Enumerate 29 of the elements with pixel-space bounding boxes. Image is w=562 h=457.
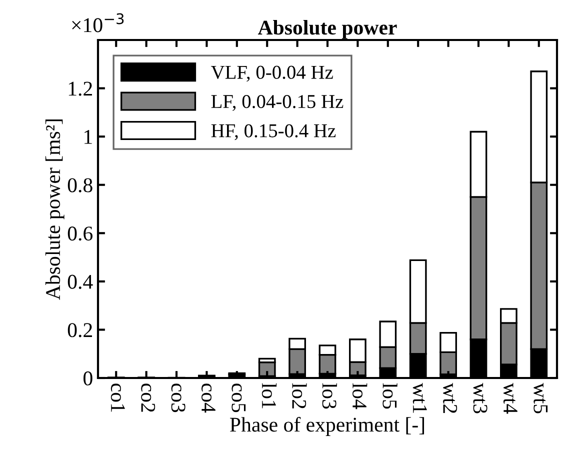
x-tick-label: lo3 [322, 383, 337, 409]
x-axis-title: Phase of experiment [-] [230, 416, 424, 436]
text: ×10$^{−3}$ [72, 13, 124, 32]
legend-label: VLF, 0-0.04 Hz [210, 66, 333, 82]
x-tick-label: wt1 [412, 382, 427, 413]
y-tick-label: 0.8 [68, 178, 92, 192]
y-tick-label: 1 [84, 130, 92, 144]
legend-label: LF, 0.04-0.15 Hz [211, 94, 344, 111]
x-tick-label: co5 [232, 384, 246, 412]
x-tick-label: co2 [141, 384, 156, 412]
x-tick-label: wt4 [503, 382, 518, 414]
x-tick-label: lo2 [292, 383, 307, 408]
x-tick-label: lo1 [262, 383, 277, 408]
y-tick-label: 0.2 [68, 323, 92, 338]
y-tick-label: 0.6 [68, 226, 93, 241]
x-tick-label: co3 [171, 384, 186, 412]
y-tick-label: 0.4 [68, 274, 93, 289]
y-tick-label: 1.2 [68, 82, 92, 96]
x-tick-label: lo5 [382, 383, 398, 409]
x-tick-label: wt3 [473, 382, 488, 414]
y-tick-label: 0 [84, 371, 92, 386]
x-tick-label: co4 [201, 384, 216, 413]
x-tick-label: wt5 [534, 382, 548, 414]
y-axis-title: Absolute power [ms²] [45, 119, 64, 300]
legend-label: HF, 0.15-0.4 Hz [211, 124, 336, 140]
x-tick-label: co1 [110, 384, 125, 412]
x-tick-label: wt2 [443, 382, 458, 413]
chart-title: Absolute power [258, 20, 397, 39]
x-tick-label: lo4 [352, 383, 368, 410]
